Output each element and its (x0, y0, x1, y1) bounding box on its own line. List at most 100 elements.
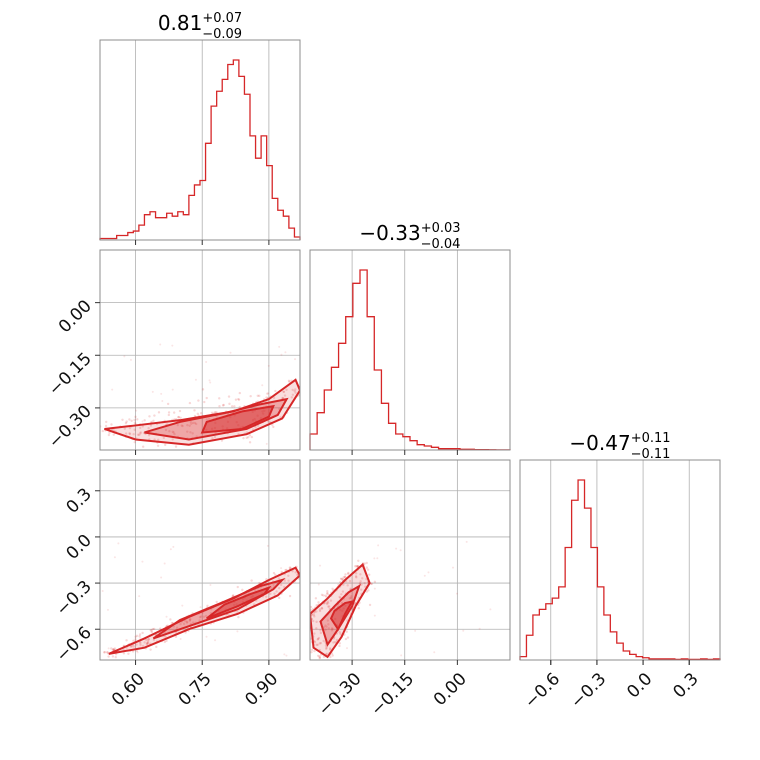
scatter-point (272, 571, 276, 575)
scatter-point (147, 427, 150, 430)
scatter-point (342, 583, 345, 586)
scatter-point (193, 421, 197, 425)
scatter-outlier (113, 556, 116, 559)
scatter-outlier (141, 420, 144, 423)
scatter-point (234, 398, 238, 401)
scatter-point (207, 417, 211, 421)
y-tick-label: −0.3 (52, 577, 95, 620)
scatter-outlier (209, 381, 212, 384)
scatter-outlier (285, 654, 288, 657)
y-tick-label: −0.15 (45, 349, 96, 400)
scatter-point (179, 622, 182, 626)
scatter-point (146, 640, 150, 643)
scatter-point (278, 596, 281, 600)
scatter-point (364, 585, 367, 588)
scatter-point (186, 430, 189, 433)
scatter-point (310, 650, 313, 654)
scatter-point (318, 656, 322, 659)
scatter-point (363, 562, 366, 565)
scatter-outlier (283, 653, 286, 656)
scatter-outlier (209, 583, 212, 586)
contour-fill-inner (202, 406, 274, 433)
scatter-point (139, 642, 142, 645)
contour-line-mid (144, 397, 289, 441)
scatter-point (279, 583, 283, 587)
scatter-outlier (129, 358, 132, 361)
scatter-point (365, 590, 369, 593)
scatter-point (135, 643, 138, 646)
param-1-median: 0.81 (158, 11, 203, 35)
scatter-point (156, 444, 160, 448)
scatter-point (283, 585, 286, 589)
scatter-point (132, 433, 135, 436)
scatter-point (125, 639, 128, 642)
scatter-point (331, 654, 334, 657)
scatter-point (358, 582, 362, 585)
scatter-point (132, 645, 135, 648)
scatter-point (227, 395, 231, 398)
scatter-point (245, 436, 248, 440)
scatter-point (324, 628, 327, 631)
scatter-point (343, 575, 346, 578)
scatter-point (324, 624, 327, 627)
scatter-point (112, 648, 115, 652)
scatter-point (138, 433, 141, 437)
scatter-point (354, 575, 358, 578)
scatter-point (265, 595, 268, 598)
scatter-point (185, 621, 189, 624)
scatter-point (329, 648, 332, 651)
scatter-point (205, 418, 209, 421)
scatter-point (361, 577, 364, 580)
scatter-point (346, 636, 350, 639)
scatter-point (312, 613, 316, 616)
scatter-point (215, 600, 218, 604)
scatter-point (168, 430, 171, 433)
scatter-point (189, 420, 192, 424)
scatter-point (325, 602, 329, 606)
scatter-outlier (135, 409, 138, 412)
scatter-point (193, 414, 197, 418)
scatter-point (316, 638, 319, 641)
scatter-point (198, 616, 202, 619)
scatter-outlier (179, 638, 182, 641)
scatter-point (290, 396, 293, 399)
scatter-point (237, 398, 241, 401)
scatter-point (357, 559, 360, 562)
pair-panel-3: −0.30 −0.15 0.00 (309, 459, 511, 720)
scatter-point (291, 388, 294, 392)
scatter-outlier (452, 566, 455, 569)
scatter-point (254, 426, 257, 429)
scatter-point (333, 640, 337, 644)
scatter-point (329, 599, 333, 602)
scatter-point (331, 627, 334, 631)
scatter-point (338, 595, 341, 599)
scatter-point (324, 594, 327, 597)
scatter-outlier (194, 378, 197, 381)
scatter-point (340, 593, 343, 596)
scatter-outlier (151, 390, 154, 393)
scatter-point (315, 627, 318, 630)
scatter-point (173, 432, 176, 436)
scatter-point (176, 423, 179, 427)
scatter-outlier (236, 630, 239, 633)
scatter-point (132, 639, 135, 643)
scatter-point (143, 641, 146, 644)
scatter-point (368, 603, 372, 607)
scatter-point (325, 625, 328, 628)
scatter-point (213, 435, 217, 439)
scatter-point (339, 596, 342, 599)
scatter-point (170, 621, 174, 625)
scatter-point (280, 570, 283, 574)
panel-content (310, 540, 492, 660)
scatter-outlier (160, 576, 163, 579)
scatter-point (164, 443, 167, 447)
scatter-point (106, 651, 109, 654)
scatter-point (206, 604, 209, 608)
scatter-point (163, 640, 167, 644)
scatter-point (332, 641, 335, 644)
scatter-point (147, 434, 151, 437)
scatter-point (202, 615, 206, 618)
panel-frame (519, 459, 721, 661)
scatter-point (134, 638, 137, 641)
x-tick-label: 0.75 (175, 669, 216, 710)
